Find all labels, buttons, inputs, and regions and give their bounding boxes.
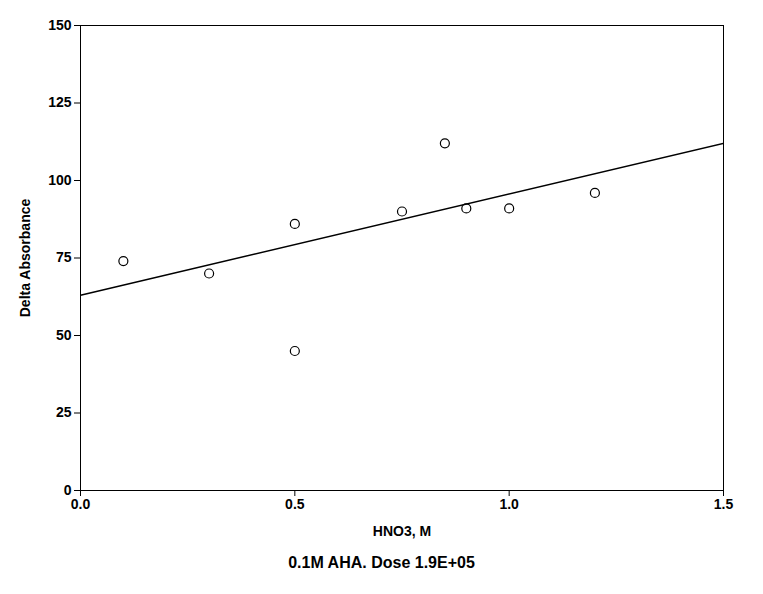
svg-text:75: 75: [56, 249, 72, 265]
svg-text:100: 100: [48, 172, 72, 188]
svg-text:150: 150: [48, 17, 72, 33]
svg-text:Delta Absorbance: Delta Absorbance: [17, 199, 33, 318]
svg-text:0.0: 0.0: [71, 496, 91, 512]
html-text:0.1M AHA. Dose 1.9E+05: 0.1M AHA. Dose 1.9E+05: [288, 554, 475, 571]
svg-text:25: 25: [56, 404, 72, 420]
svg-text:HNO3, M: HNO3, M: [373, 523, 431, 539]
svg-text:1.0: 1.0: [499, 496, 519, 512]
svg-text:1.5: 1.5: [714, 496, 734, 512]
svg-text:125: 125: [48, 94, 72, 110]
svg-text:0.5: 0.5: [285, 496, 305, 512]
svg-text:50: 50: [56, 327, 72, 343]
svg-text:0: 0: [63, 482, 72, 498]
